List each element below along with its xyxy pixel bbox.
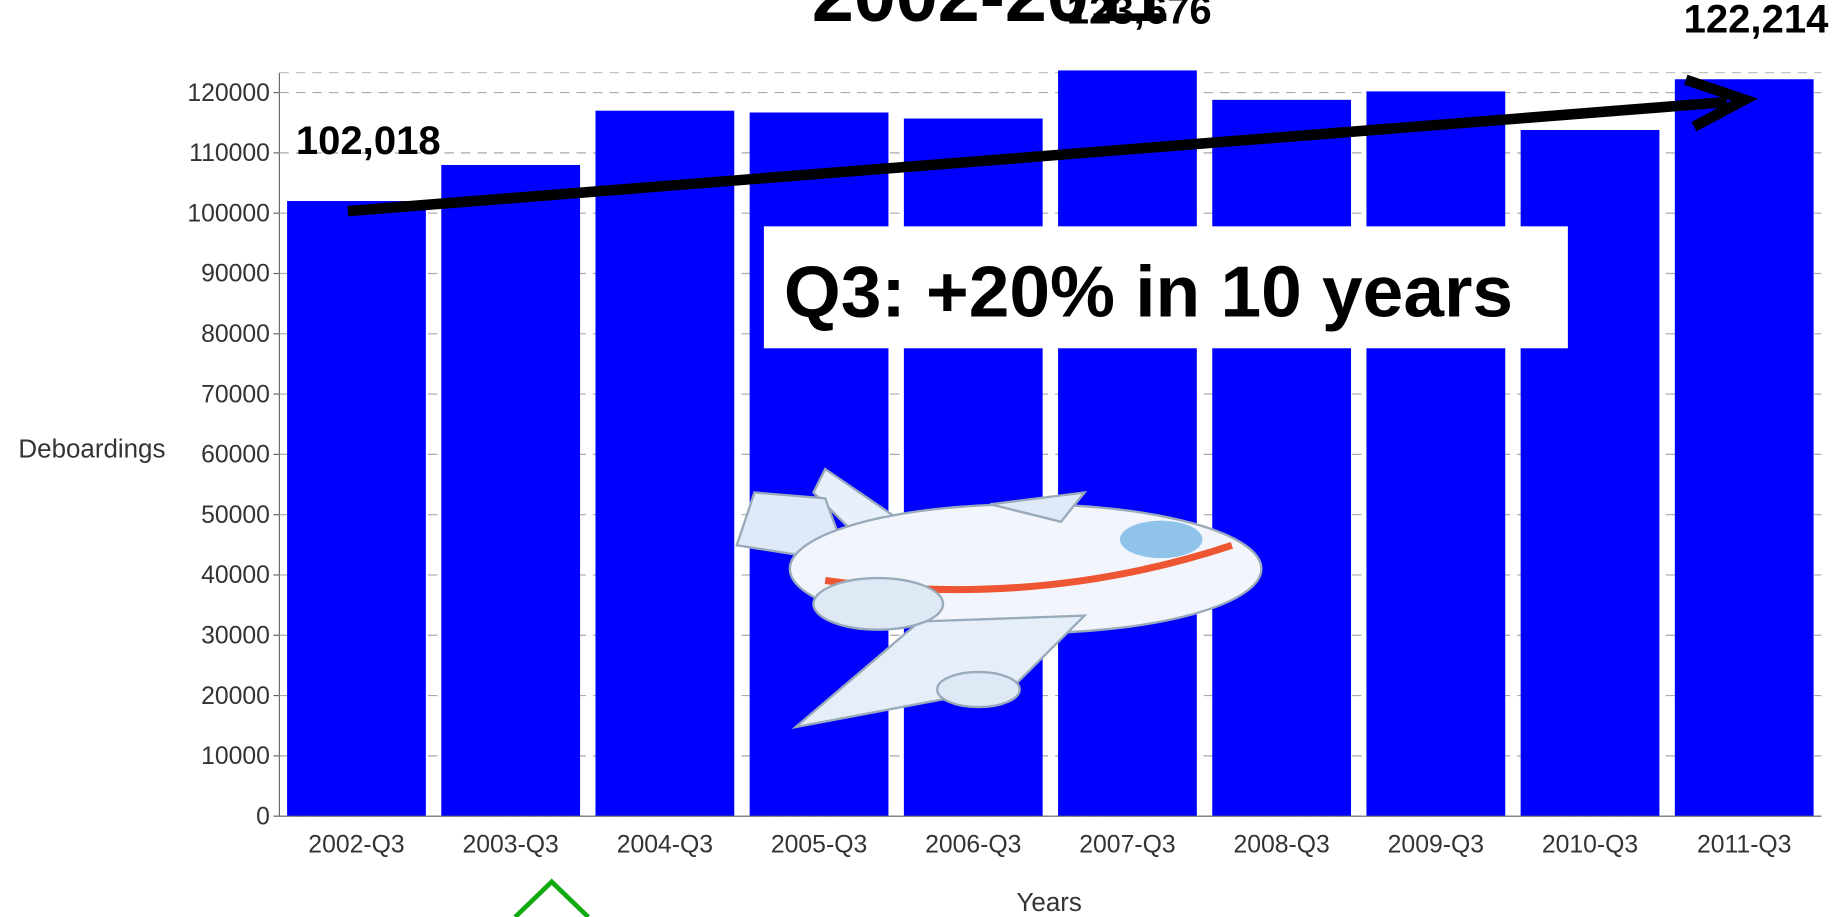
y-tick-label: 80000 bbox=[201, 321, 270, 348]
trend-arrow bbox=[347, 96, 1728, 217]
y-tick-label: 10000 bbox=[201, 743, 270, 770]
bar bbox=[1366, 91, 1506, 817]
value-label: 122,214 bbox=[1684, 0, 1830, 41]
chart-title: 2002-2011 bbox=[812, 0, 1169, 37]
bar bbox=[1674, 79, 1814, 817]
bar bbox=[441, 164, 581, 817]
overlay: Q3: +20% in 10 years 102,018 123,676 122,2… bbox=[296, 0, 1829, 917]
x-tick-label: 2005-Q3 bbox=[771, 832, 867, 859]
x-tick-label: 2004-Q3 bbox=[617, 832, 713, 859]
value-label: 123,676 bbox=[1067, 0, 1212, 33]
x-tick-label: 2009-Q3 bbox=[1388, 832, 1484, 859]
y-tick-label: 70000 bbox=[201, 381, 270, 408]
arrow-head bbox=[1684, 74, 1758, 132]
x-tick-label: 2011-Q3 bbox=[1697, 832, 1791, 859]
x-tick-label: 2006-Q3 bbox=[925, 832, 1021, 859]
y-axis-label: Deboardings bbox=[18, 435, 165, 463]
airplane-icon bbox=[735, 467, 1263, 730]
x-axis-label: Years bbox=[1016, 889, 1081, 917]
value-label: 102,018 bbox=[296, 119, 441, 163]
y-tick-label: 20000 bbox=[201, 683, 270, 710]
y-tick-label: 100000 bbox=[187, 200, 270, 227]
y-tick-label: 30000 bbox=[201, 623, 270, 650]
y-tick-label: 50000 bbox=[201, 502, 270, 529]
annotation-box bbox=[763, 226, 1568, 349]
y-tick-label: 90000 bbox=[201, 261, 270, 288]
x-tick-label: 2002-Q3 bbox=[308, 832, 404, 859]
bar bbox=[903, 118, 1043, 817]
y-tick-label: 0 bbox=[256, 803, 270, 830]
bar bbox=[595, 110, 735, 817]
y-tick-label: 110000 bbox=[189, 140, 270, 167]
annotation: Q3: +20% in 10 years bbox=[784, 252, 1513, 333]
bar bbox=[1212, 99, 1352, 817]
y-tick-label: 120000 bbox=[187, 80, 270, 107]
plot-area: 0 10000 20000 30000 40000 50000 60000 70000 8000… bbox=[187, 70, 1822, 859]
y-tick-label: 60000 bbox=[201, 442, 270, 469]
x-tick-label: 2003-Q3 bbox=[463, 832, 559, 859]
x-tick-label: 2007-Q3 bbox=[1079, 832, 1175, 859]
x-tick-label: 2010-Q3 bbox=[1542, 832, 1638, 859]
bar bbox=[1058, 70, 1197, 817]
bar bbox=[287, 201, 426, 817]
x-tick-label: 2008-Q3 bbox=[1233, 832, 1329, 859]
decoration bbox=[513, 878, 590, 917]
y-tick-label: 40000 bbox=[201, 562, 270, 589]
